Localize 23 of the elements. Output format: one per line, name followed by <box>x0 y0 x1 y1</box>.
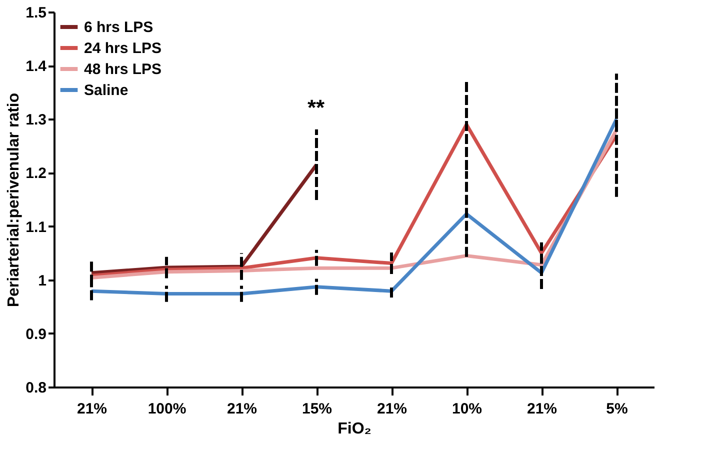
annotation: ** <box>307 95 325 120</box>
x-tick-label: 10% <box>452 400 482 418</box>
y-tick-label: 1.2 <box>26 165 46 182</box>
legend-label: 24 hrs LPS <box>84 40 162 57</box>
x-axis-title: FiO₂ <box>338 420 372 438</box>
x-tick-label: 100% <box>148 400 186 418</box>
legend-label: 48 hrs LPS <box>84 61 162 78</box>
x-tick-label: 21% <box>226 400 258 418</box>
x-tick-label: 5% <box>606 400 628 418</box>
y-tick-label: 1.5 <box>26 4 46 22</box>
y-tick-label: 0.9 <box>26 326 46 343</box>
legend-label: 6 hrs LPS <box>84 19 154 36</box>
y-axis-title: Periarterial:perivenular ratio <box>6 92 23 308</box>
x-tick-label: 21% <box>376 400 408 418</box>
x-tick-label: 21% <box>526 400 558 418</box>
y-tick-label: 1.3 <box>26 112 46 129</box>
x-tick-label: 15% <box>302 400 332 418</box>
legend-label: Saline <box>84 82 128 99</box>
y-tick-label: 0.8 <box>26 380 46 396</box>
x-tick-label: 21% <box>76 400 108 418</box>
y-tick-label: 1.1 <box>26 218 46 236</box>
y-tick-label: 1 <box>38 272 46 290</box>
y-tick-label: 1.4 <box>26 58 48 76</box>
